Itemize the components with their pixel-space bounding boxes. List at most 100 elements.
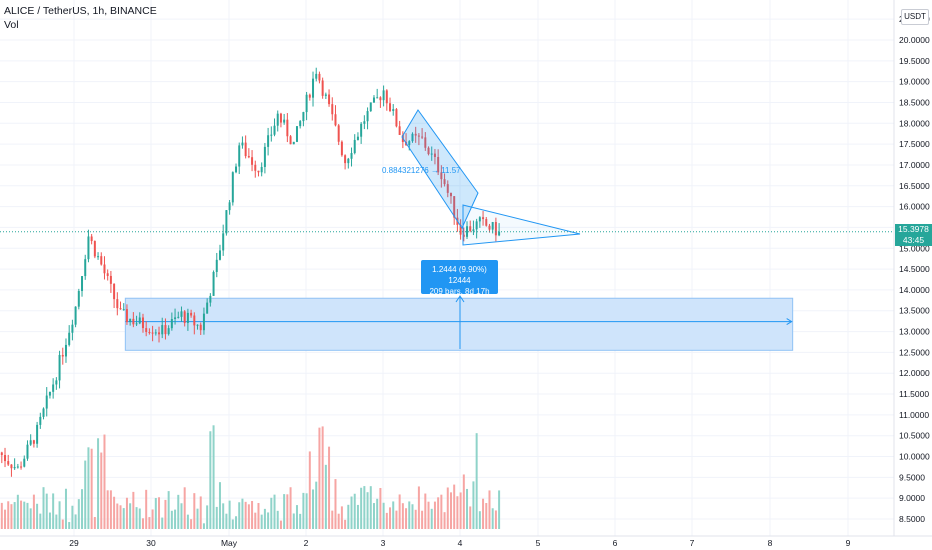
x-tick-label: 7 — [690, 538, 695, 548]
candle-body — [363, 121, 366, 124]
candle-body — [344, 155, 347, 164]
volume-bar — [103, 434, 106, 529]
candle-body — [36, 424, 39, 444]
candle-body — [372, 97, 375, 103]
volume-bar — [209, 431, 212, 529]
measure-duration: 209 bars, 8d 17h — [429, 287, 490, 296]
candle-body — [424, 137, 427, 148]
candle-body — [276, 113, 279, 126]
candle-body — [279, 113, 282, 123]
candle-body — [4, 455, 7, 462]
candle-body — [376, 97, 379, 99]
candle-body — [238, 145, 241, 167]
candle-body — [81, 276, 84, 291]
candle-body — [321, 80, 324, 96]
candle-body — [148, 332, 151, 334]
candle-body — [312, 78, 315, 98]
candle-body — [273, 125, 276, 135]
y-tick-label: 10.5000 — [899, 431, 930, 441]
volume-bar — [337, 513, 340, 529]
volume-bar — [459, 492, 462, 529]
volume-bar — [231, 519, 234, 529]
volume-bar — [113, 496, 116, 529]
volume-bar — [135, 507, 138, 529]
volume-bar — [411, 504, 414, 529]
volume-bar — [279, 520, 282, 529]
candle-body — [215, 259, 218, 272]
volume-bar — [212, 425, 215, 529]
volume-bar — [292, 513, 295, 529]
volume-bar — [356, 504, 359, 529]
volume-bars — [0, 425, 501, 529]
volume-bar — [161, 517, 164, 529]
volume-bar — [382, 502, 385, 529]
volume-bar — [283, 494, 286, 529]
candle-body — [132, 318, 135, 325]
volume-bar — [360, 487, 363, 529]
volume-bar — [180, 503, 183, 529]
candle-body — [20, 466, 23, 468]
volume-bar — [446, 487, 449, 529]
candle-body — [26, 444, 29, 459]
volume-bar — [276, 510, 279, 529]
candle-body — [103, 264, 106, 274]
candle-body — [193, 315, 196, 326]
candle-body — [392, 109, 395, 111]
candle-body — [55, 380, 58, 385]
candle-body — [389, 103, 392, 111]
symbol-title[interactable]: ALICE / TetherUS, 1h, BINANCE — [4, 5, 157, 17]
volume-bar — [385, 512, 388, 529]
candle-body — [158, 332, 161, 335]
volume-bar — [74, 514, 77, 529]
candle-body — [318, 73, 321, 81]
bar-countdown: 43:45 — [902, 235, 925, 245]
candle-body — [478, 217, 481, 222]
measure-change: 1.2444 (9.90%) 12444 — [432, 265, 487, 285]
volume-bar — [494, 510, 497, 529]
volume-bar — [353, 493, 356, 529]
volume-bar — [16, 494, 19, 529]
y-tick-label: 19.5000 — [899, 56, 930, 66]
y-tick-label: 16.0000 — [899, 202, 930, 212]
candle-body — [305, 94, 308, 113]
volume-bar — [100, 452, 103, 529]
volume-bar — [324, 464, 327, 529]
volume-bar — [23, 501, 26, 529]
candle-body — [247, 156, 250, 158]
candle-body — [122, 309, 125, 311]
candle-body — [113, 283, 116, 300]
volume-bar — [174, 509, 177, 529]
volume-bar — [260, 514, 263, 529]
volume-bar — [218, 482, 221, 529]
volume-bar — [363, 486, 366, 529]
last-price-label: 15.3978 43:45 — [895, 224, 932, 246]
volume-bar — [318, 427, 321, 529]
volume-bar — [10, 504, 13, 529]
volume-bar — [122, 508, 125, 529]
volume-bar — [0, 502, 3, 529]
y-tick-label: 19.0000 — [899, 77, 930, 87]
volume-bar — [158, 497, 161, 529]
candle-body — [491, 222, 494, 230]
volume-bar — [414, 509, 417, 529]
y-tick-label: 18.0000 — [899, 118, 930, 128]
currency-badge[interactable]: USDT — [901, 9, 929, 25]
time-axis[interactable]: 29 30 May 2 3 4 5 6 7 8 9 — [0, 535, 932, 548]
candle-body — [231, 172, 234, 203]
price-axis[interactable]: 20.500020.000019.500019.000018.500018.00… — [893, 0, 932, 536]
demand-zone[interactable] — [124, 297, 794, 351]
candle-body — [135, 323, 138, 325]
volume-bar — [401, 503, 404, 529]
candle-body — [0, 452, 3, 456]
volume-bar — [369, 486, 372, 529]
candle-body — [186, 312, 189, 324]
volume-bar — [132, 491, 135, 529]
candle-body — [32, 440, 35, 444]
x-tick-label: 2 — [304, 538, 309, 548]
trend-drawings[interactable] — [0, 109, 894, 349]
volume-bar — [469, 506, 472, 529]
volume-bar — [379, 487, 382, 529]
candle-body — [462, 234, 465, 237]
volume-bar — [405, 508, 408, 529]
